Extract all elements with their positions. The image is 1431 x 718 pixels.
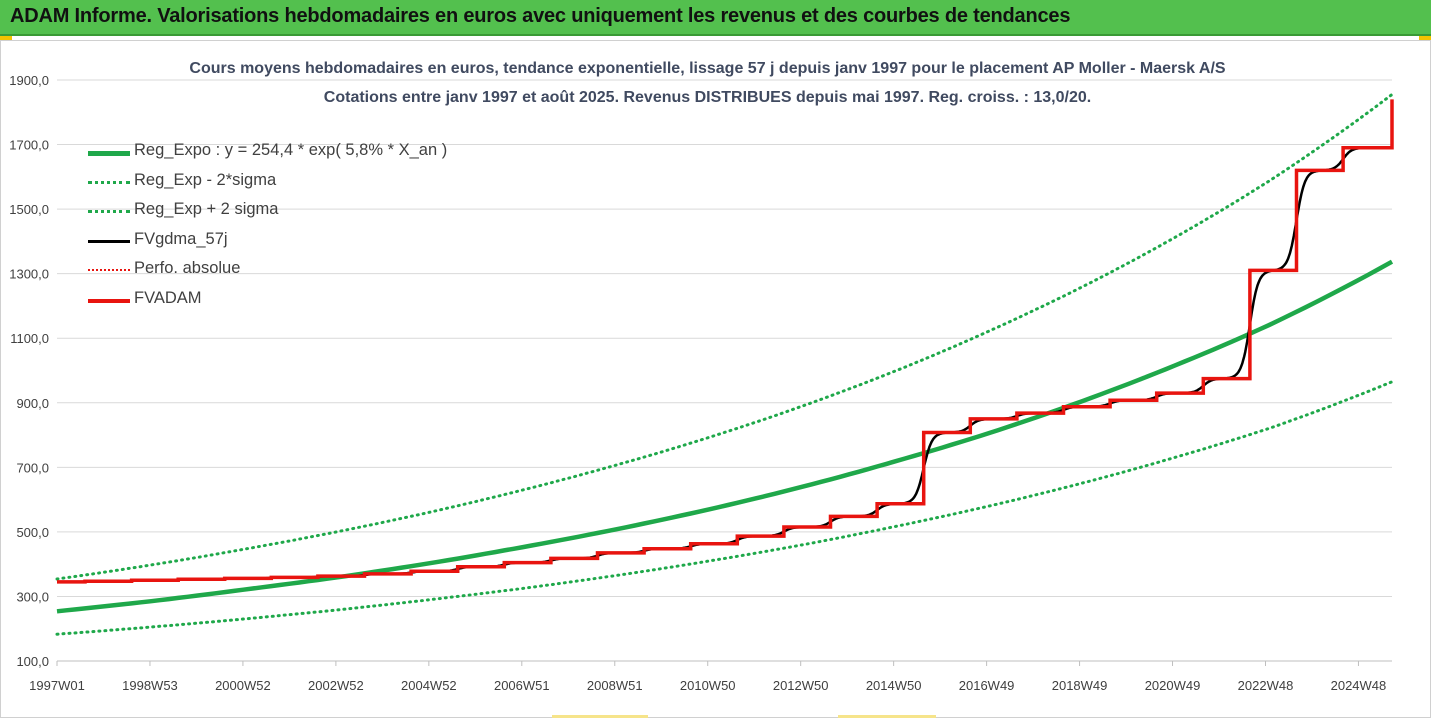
y-tick-label: 1100,0 (10, 331, 49, 346)
x-tick-label: 2024W48 (1331, 678, 1387, 693)
x-tick-label: 2018W49 (1052, 678, 1108, 693)
x-tick-label: 2022W48 (1238, 678, 1294, 693)
x-tick-label: 2006W51 (494, 678, 550, 693)
series-reg-exp-plus-2sigma (55, 93, 1394, 581)
y-tick-label: 900,0 (16, 396, 49, 411)
legend-label: FVADAM (134, 288, 202, 307)
x-tick-label: 2014W50 (866, 678, 922, 693)
series-reg-exp-minus-2sigma (55, 380, 1394, 636)
bottom-marker-2 (838, 715, 936, 718)
legend-swatch (88, 210, 130, 213)
legend-label: FVgdma_57j (134, 229, 228, 248)
legend-label: Perfo. absolue (134, 259, 241, 277)
x-tick-label: 2016W49 (959, 678, 1015, 693)
y-tick-label: 1700,0 (9, 138, 49, 153)
series-reg-expo (56, 259, 1394, 614)
y-tick-label: 100,0 (16, 654, 49, 669)
x-tick-label: 2010W50 (680, 678, 736, 693)
corner-marker-right (1419, 36, 1431, 41)
legend-swatch (88, 151, 130, 156)
legend-swatch (88, 239, 130, 243)
chart-title: Cours moyens hebdomadaires en euros, ten… (189, 60, 1226, 77)
bottom-marker-1 (552, 715, 648, 718)
report-title: ADAM Informe. Valorisations hebdomadaire… (10, 5, 1071, 27)
legend-label: Reg_Expo : y = 254,4 * exp( 5,8% * X_an … (134, 141, 448, 159)
report-banner: ADAM Informe. Valorisations hebdomadaire… (0, 0, 1431, 36)
x-tick-label: 1998W53 (122, 678, 178, 693)
series-fvadam (57, 99, 1394, 584)
legend-swatch (88, 298, 130, 303)
x-tick-label: 2000W52 (215, 678, 271, 693)
y-tick-label: 1900,0 (9, 73, 49, 88)
y-tick-label: 1300,0 (9, 267, 49, 282)
y-tick-label: 1500,0 (9, 202, 49, 217)
x-tick-label: 2012W50 (773, 678, 829, 693)
y-tick-label: 300,0 (16, 589, 49, 604)
legend-swatch (88, 180, 130, 184)
x-tick-label: 2004W52 (401, 678, 457, 693)
legend-label: Reg_Exp + 2 sigma (134, 200, 279, 218)
x-tick-label: 2008W51 (587, 678, 643, 693)
corner-marker-left (0, 36, 12, 41)
x-tick-label: 2002W52 (308, 678, 364, 693)
chart-subtitle: Cotations entre janv 1997 et août 2025. … (323, 89, 1092, 106)
y-tick-label: 700,0 (16, 460, 49, 475)
legend-label: Reg_Exp - 2*sigma (134, 170, 277, 189)
x-tick-label: 1997W01 (29, 678, 85, 693)
legend-swatch (88, 269, 130, 271)
x-tick-label: 2020W49 (1145, 678, 1201, 693)
y-tick-label: 500,0 (16, 525, 49, 540)
